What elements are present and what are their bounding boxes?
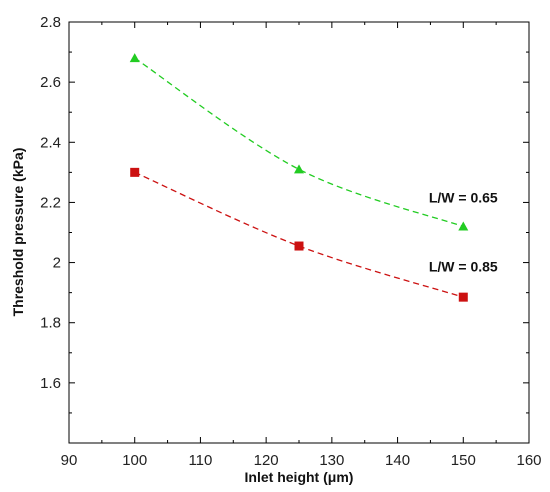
y-tick-label: 2.4	[40, 134, 61, 151]
triangle-marker	[294, 164, 304, 174]
x-tick-label: 90	[61, 452, 78, 469]
series-line	[134, 57, 464, 228]
square-marker	[458, 292, 468, 302]
triangle-marker	[129, 53, 140, 63]
y-tick-label: 2.8	[40, 14, 61, 31]
y-tick-label: 1.8	[40, 315, 61, 332]
series-annotation: L/W = 0.85	[429, 259, 498, 275]
y-tick-label: 1.6	[40, 375, 61, 392]
x-tick-label: 120	[254, 452, 279, 469]
y-tick-label: 2.2	[40, 194, 61, 211]
x-tick-label: 140	[385, 452, 410, 469]
annotation-layer: L/W = 0.65 L/W = 0.85	[429, 189, 498, 274]
y-axis: 1.6 1.8 2 2.2 2.4 2.6 2.8	[40, 14, 529, 414]
x-axis: 90 100 110 120 130 140 150 160	[61, 22, 542, 469]
x-tick-label: 100	[122, 452, 147, 469]
series-line	[134, 171, 464, 298]
x-axis-title: Inlet height (μm)	[245, 469, 354, 485]
triangle-marker	[458, 221, 469, 231]
x-tick-label: 110	[188, 452, 212, 469]
square-marker	[130, 167, 140, 177]
plot-frame	[68, 21, 530, 444]
y-tick-label: 2.6	[40, 74, 61, 91]
y-tick-label: 2	[53, 255, 61, 272]
series-layer	[129, 53, 469, 302]
square-marker	[294, 241, 304, 251]
x-tick-label: 150	[451, 452, 476, 469]
y-axis-title: Threshold pressure (kPa)	[10, 148, 26, 317]
x-tick-label: 160	[516, 452, 541, 469]
series-annotation: L/W = 0.65	[429, 189, 498, 205]
x-tick-label: 130	[319, 452, 344, 469]
